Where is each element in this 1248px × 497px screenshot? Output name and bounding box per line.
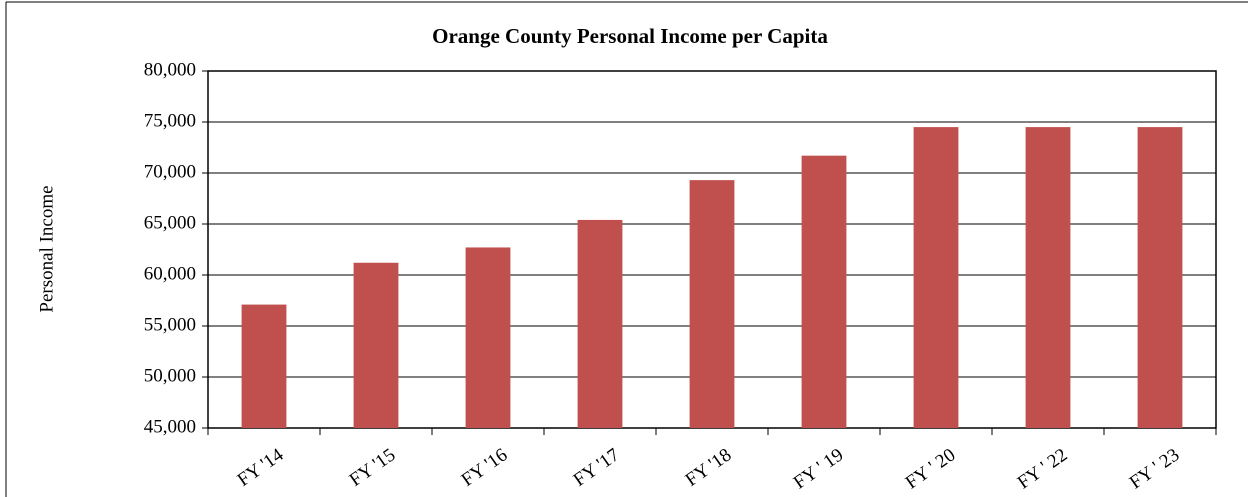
bar: [689, 180, 735, 428]
y-tick-label: 70,000: [144, 161, 196, 182]
y-tick-label: 65,000: [144, 212, 196, 233]
bar: [465, 247, 511, 428]
bar: [1137, 127, 1183, 428]
bar: [353, 262, 399, 428]
y-tick-label: 75,000: [144, 110, 196, 131]
y-tick-label: 50,000: [144, 365, 196, 386]
bar: [241, 304, 287, 428]
y-tick-label: 60,000: [144, 263, 196, 284]
y-tick-label: 45,000: [144, 416, 196, 437]
bar: [577, 219, 623, 428]
y-tick-label: 80,000: [144, 59, 196, 80]
bar: [913, 127, 959, 428]
y-tick-label: 55,000: [144, 314, 196, 335]
y-axis-label: Personal Income: [36, 185, 57, 312]
chart-title: Orange County Personal Income per Capita: [432, 24, 828, 48]
bar: [801, 155, 847, 428]
bar: [1025, 127, 1071, 428]
